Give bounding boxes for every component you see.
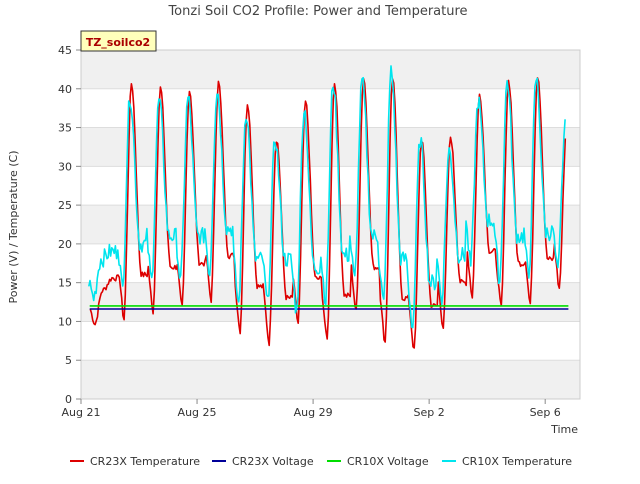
chart-title: Tonzi Soil CO2 Profile: Power and Temper…	[167, 4, 467, 19]
x-axis-label: Time	[550, 423, 578, 436]
legend-label: CR23X Voltage	[232, 455, 314, 468]
y-tick-label: 30	[58, 160, 72, 173]
plot-band	[81, 50, 580, 89]
series-line-cr10x-temperature	[88, 65, 566, 329]
x-tick-label: Sep 6	[530, 406, 561, 419]
plot-band	[81, 282, 580, 322]
site-label-box: TZ_soilco2	[80, 30, 157, 52]
site-label: TZ_soilco2	[86, 36, 150, 49]
x-axis: Aug 21 Aug 25 Aug 29 Sep 2 Sep 6	[62, 399, 561, 419]
x-tick-label: Aug 21	[62, 406, 101, 419]
legend-label: CR10X Temperature	[462, 455, 572, 468]
y-tick-label: 25	[58, 199, 72, 212]
legend: CR23X Temperature CR23X Voltage CR10X Volt…	[70, 455, 572, 468]
x-tick-label: Aug 29	[294, 406, 333, 419]
y-axis: 0 5 10 15 20 25 30 35 40 45	[58, 44, 81, 406]
y-tick-label: 15	[58, 277, 72, 290]
y-tick-label: 10	[58, 315, 72, 328]
y-tick-label: 5	[65, 354, 72, 367]
plot-frame	[80, 49, 581, 400]
y-axis-label: Power (V) / Temperature (C)	[7, 150, 20, 303]
y-tick-label: 35	[58, 122, 72, 135]
x-tick-label: Aug 25	[178, 406, 217, 419]
series-layer	[88, 65, 569, 349]
legend-label: CR23X Temperature	[90, 455, 200, 468]
legend-label: CR10X Voltage	[347, 455, 429, 468]
y-tick-label: 20	[58, 238, 72, 251]
x-tick-label: Sep 2	[414, 406, 445, 419]
y-tick-label: 45	[58, 44, 72, 57]
y-tick-label: 40	[58, 83, 72, 96]
y-tick-label: 0	[65, 393, 72, 406]
plot-band	[81, 360, 580, 399]
